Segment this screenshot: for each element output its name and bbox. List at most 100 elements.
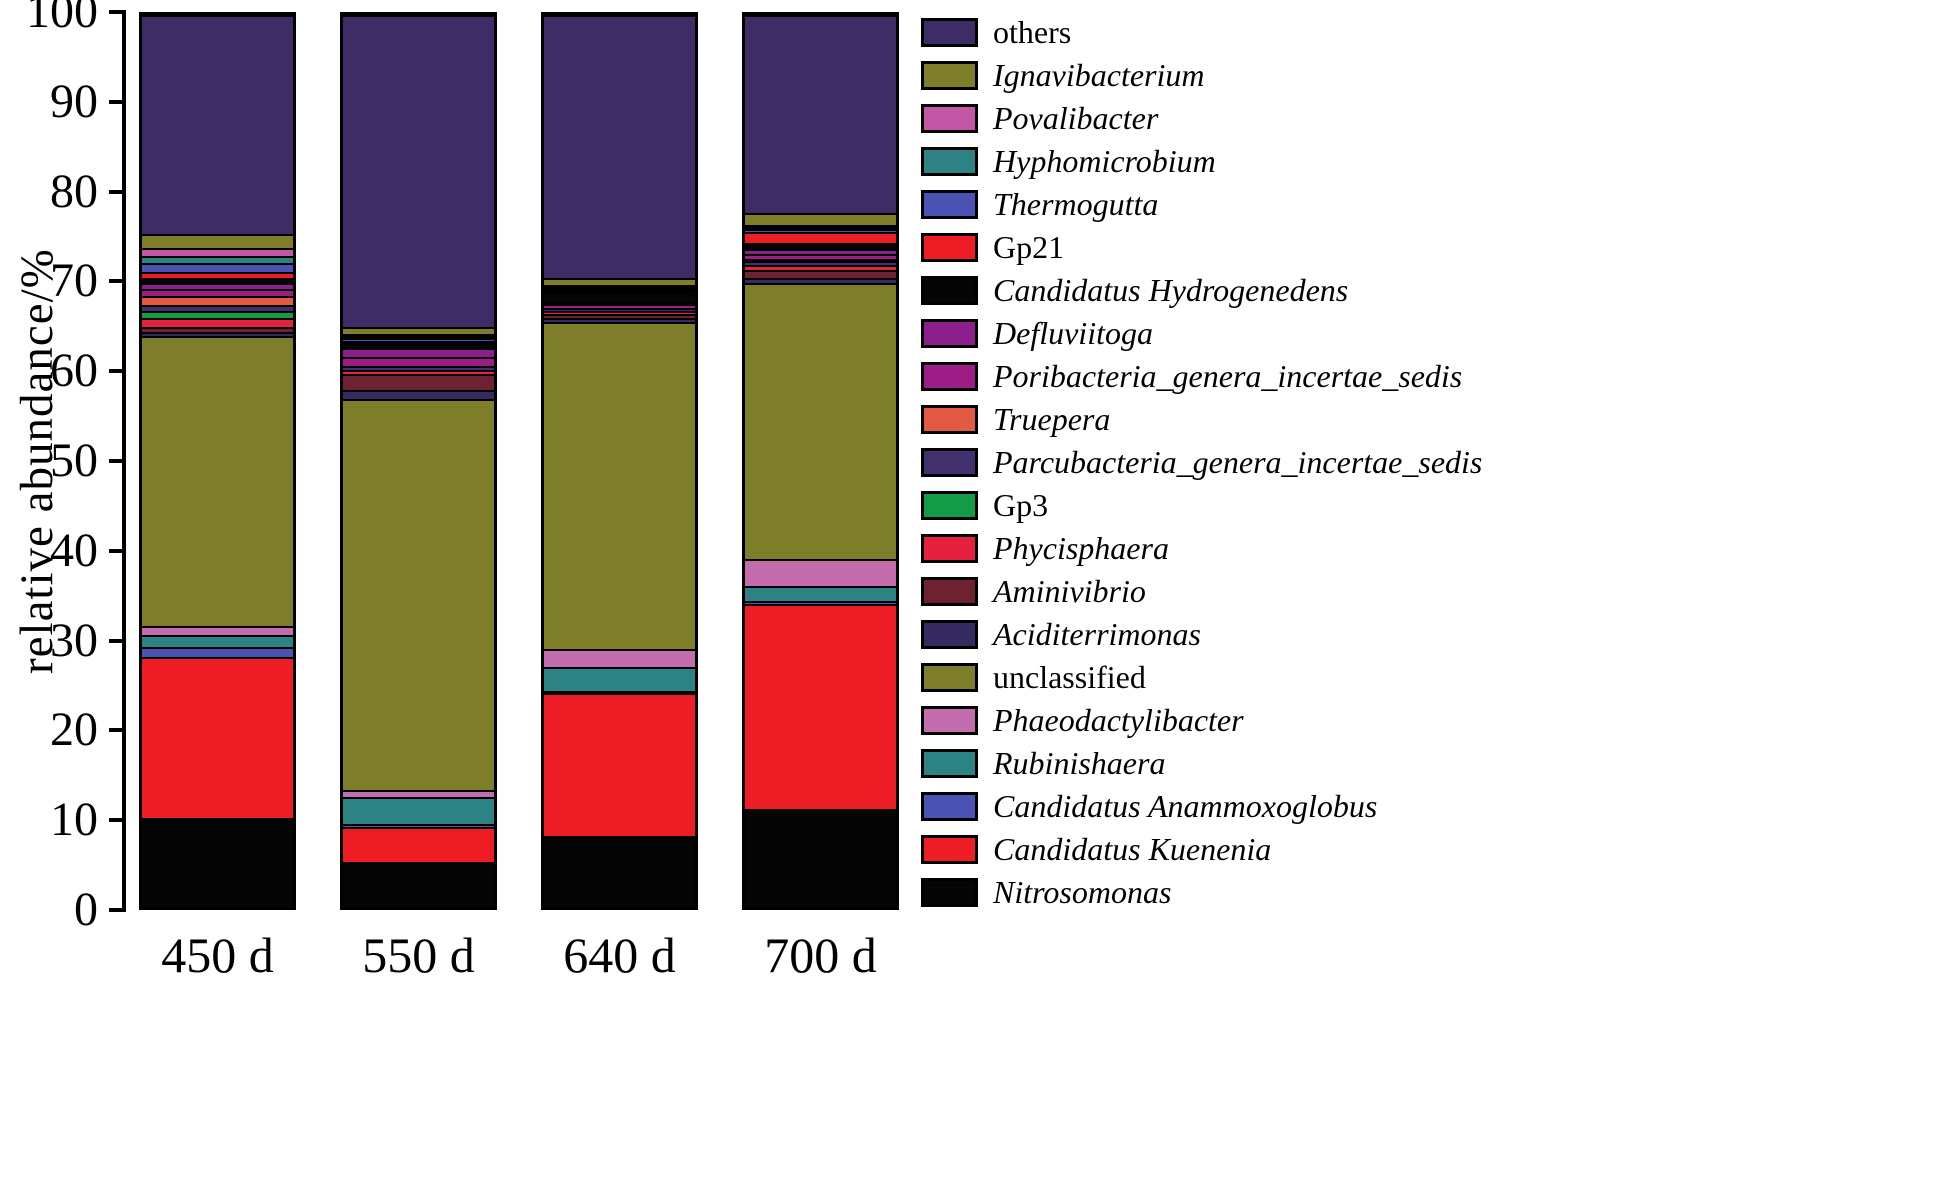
bar-segment [544, 648, 695, 667]
bar-segment [745, 259, 896, 262]
bar-segment [544, 292, 695, 302]
bar-segment [343, 336, 494, 339]
plot-area: 0 10 20 30 40 50 60 70 80 90 100 450 d 550 d 640 d 70… [26, 0, 914, 983]
legend-swatch [921, 619, 978, 649]
bar-segment [142, 817, 293, 907]
bar-segment [544, 277, 695, 285]
bar-segment [544, 666, 695, 691]
bar-segment [544, 286, 695, 289]
legend: others Ignavibacterium Povalibacter Hyphomi… [921, 14, 1482, 910]
legend-label: Thermogutta [993, 186, 1159, 222]
bars-row [126, 12, 914, 910]
legend-item: Nitrosomonas [921, 874, 1482, 910]
bar-segment [142, 327, 293, 332]
bar-segment [142, 646, 293, 658]
bar-segment [745, 229, 896, 232]
y-tick-mark [109, 279, 126, 284]
legend-label: Gp3 [993, 487, 1049, 523]
bar-segment [544, 693, 695, 836]
legend-swatch [921, 318, 978, 348]
legend-item: Aciditerrimonas [921, 616, 1482, 652]
legend-label: Ignavibacterium [993, 57, 1205, 93]
y-tick-mark [109, 459, 126, 463]
legend-swatch [921, 748, 978, 778]
legend-label: Aciditerrimonas [993, 616, 1201, 652]
bar-segment [544, 690, 695, 694]
y-tick-mark [109, 189, 126, 194]
bar-segment [745, 808, 896, 907]
x-tick-label: 450 d [161, 927, 274, 983]
bar-segment [142, 336, 293, 627]
legend-label: Gp21 [993, 229, 1065, 265]
legend-item: Candidatus Anammoxoglobus [921, 788, 1482, 824]
legend-item: Truepera [921, 401, 1482, 437]
y-tick-label: 70 [50, 254, 98, 308]
legend-item: unclassified [921, 659, 1482, 695]
y-tick-label: 90 [50, 74, 98, 128]
legend-swatch [921, 791, 978, 821]
bar-segment [142, 331, 293, 337]
bar-segment [745, 254, 896, 260]
stacked-bar-550-d [340, 12, 497, 910]
bar-segment [142, 263, 293, 273]
legend-item: others [921, 14, 1482, 50]
legend-label: Poribacteria_genera_incertae_sedis [993, 358, 1463, 394]
bar-segment [343, 370, 494, 374]
bar-segment [142, 15, 293, 234]
bar-segment [745, 586, 896, 602]
legend-swatch [921, 189, 978, 219]
legend-swatch [921, 662, 978, 692]
bar-segment [343, 338, 494, 341]
bar-segment [745, 231, 896, 243]
bar-segment [544, 288, 695, 291]
legend-swatch [921, 576, 978, 606]
bar-segment [544, 314, 695, 318]
bar-segment [343, 373, 494, 390]
bar-segment [745, 242, 896, 249]
bar-segment [343, 340, 494, 343]
x-tick-label: 550 d [362, 927, 475, 983]
y-tick-mark [109, 10, 126, 14]
y-tick-label: 100 [26, 0, 98, 38]
legend-item: Aminivibrio [921, 573, 1482, 609]
legend-label: Nitrosomonas [993, 874, 1172, 910]
legend-label: unclassified [993, 659, 1146, 695]
bar-segment [544, 304, 695, 308]
y-tick-label: 20 [50, 703, 98, 757]
legend-item: Ignavibacterium [921, 57, 1482, 93]
legend-label: Truepera [993, 401, 1111, 437]
bar-segment [343, 824, 494, 827]
legend-label: Parcubacteria_genera_incertae_sedis [993, 444, 1483, 480]
stacked-bar-700-d [742, 12, 899, 910]
legend-swatch [921, 490, 978, 520]
bar-segment [142, 634, 293, 647]
legend-item: Povalibacter [921, 100, 1482, 136]
bar-segment [142, 233, 293, 248]
bar-segment [745, 603, 896, 809]
legend-swatch [921, 103, 978, 133]
bar-segment [142, 272, 293, 279]
legend-swatch [921, 447, 978, 477]
legend-label: Candidatus Anammoxoglobus [993, 788, 1378, 824]
legend-swatch [921, 533, 978, 563]
y-tick-label: 80 [50, 164, 98, 218]
bar-segment [544, 307, 695, 312]
legend-item: Defluviitoga [921, 315, 1482, 351]
legend-item: Poribacteria_genera_incertae_sedis [921, 358, 1482, 394]
bar-segment [745, 14, 896, 213]
legend-swatch [921, 361, 978, 391]
x-tick-label: 700 d [764, 927, 877, 983]
bar-segment [343, 826, 494, 863]
bar-segment [142, 282, 293, 289]
legend-swatch [921, 404, 978, 434]
bar-segment [142, 256, 293, 264]
y-tick-label: 30 [50, 613, 98, 667]
bar-segment [544, 311, 695, 315]
bar-segment [544, 14, 695, 278]
x-tick-label: 640 d [563, 927, 676, 983]
y-tick-label: 40 [50, 523, 98, 577]
bar-segment [142, 657, 293, 818]
bar-segment [544, 301, 695, 305]
legend-swatch [921, 146, 978, 176]
